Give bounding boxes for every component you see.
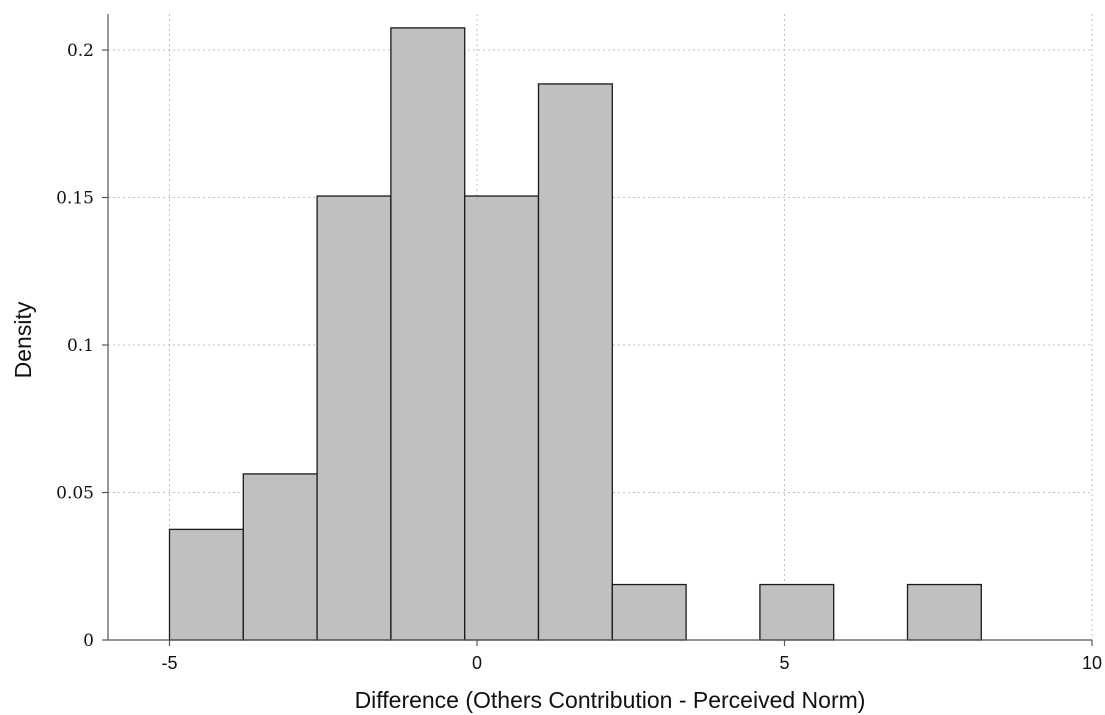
histogram-bar [168, 528, 244, 641]
y-axis-title: Density [10, 301, 36, 378]
histogram-bar [906, 583, 982, 641]
x-axis-title: Difference (Others Contribution - Percei… [355, 687, 866, 713]
y-tick-label: 0.15 [56, 189, 94, 209]
y-tick-label: 0.2 [67, 41, 94, 61]
histogram-bar [316, 195, 392, 641]
histogram-bar [611, 583, 687, 641]
histogram-bar [537, 83, 613, 641]
x-tick-label: 5 [779, 653, 789, 673]
x-tick-label: 0 [472, 653, 482, 673]
histogram-bar [390, 27, 466, 641]
x-axis-ticks: -5 0 5 10 [161, 640, 1102, 673]
y-tick-label: 0 [83, 631, 94, 651]
y-tick-label: 0.1 [67, 336, 94, 356]
histogram-bar [464, 195, 540, 641]
x-tick-label: -5 [161, 653, 177, 673]
y-axis-ticks: 0 0.05 0.1 0.15 0.2 [56, 41, 108, 651]
x-tick-label: 10 [1082, 653, 1102, 673]
axes [107, 14, 1092, 641]
histogram-bars [168, 27, 982, 641]
histogram-bar [242, 473, 318, 641]
histogram-bar [759, 583, 835, 641]
y-tick-label: 0.05 [56, 484, 94, 504]
